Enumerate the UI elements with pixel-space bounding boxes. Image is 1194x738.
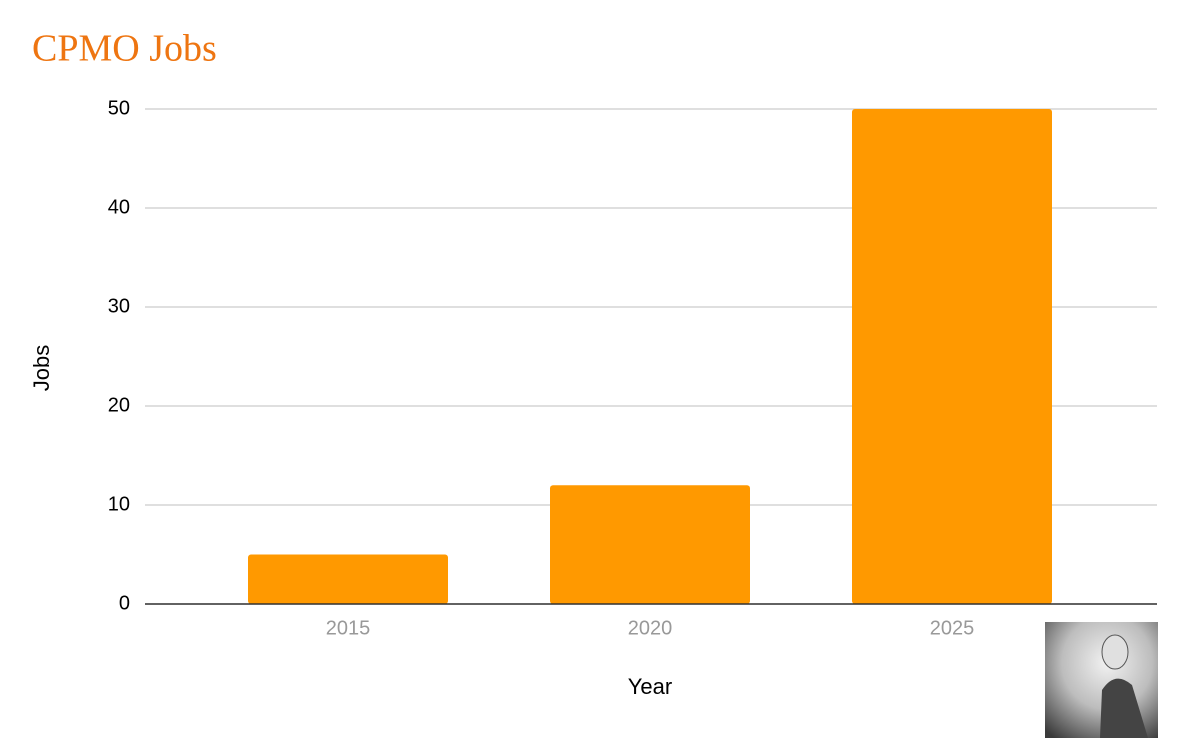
x-tick-label: 2025: [930, 617, 975, 639]
y-axis-label: Jobs: [29, 345, 54, 391]
y-tick-label: 30: [108, 295, 130, 317]
y-tick-label: 10: [108, 493, 130, 515]
y-tick-label: 0: [119, 592, 130, 614]
y-tick-label: 40: [108, 196, 130, 218]
x-axis-label: Year: [628, 674, 672, 699]
bar: [550, 485, 750, 604]
photo: [1045, 622, 1158, 738]
bar: [852, 109, 1052, 604]
bar: [248, 554, 448, 604]
y-tick-label: 50: [108, 97, 130, 119]
x-tick-label: 2015: [326, 617, 371, 639]
y-tick-label: 20: [108, 394, 130, 416]
chart-title: CPMO Jobs: [32, 28, 217, 70]
x-tick-label: 2020: [628, 617, 673, 639]
